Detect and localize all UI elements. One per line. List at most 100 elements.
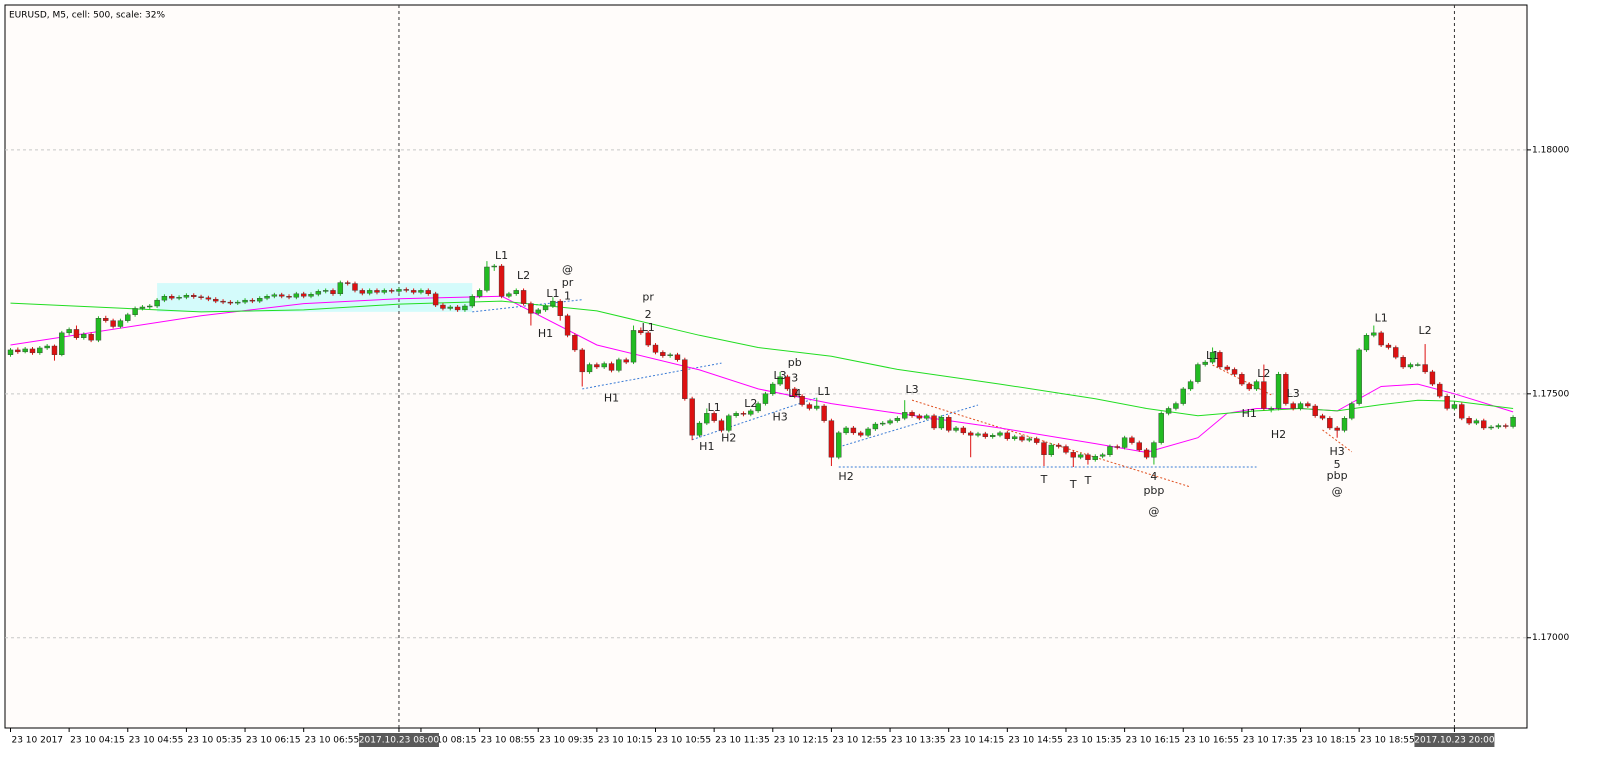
candle-body — [880, 422, 886, 425]
candle-body — [1239, 374, 1245, 385]
trend-line — [691, 397, 817, 441]
candle-body — [843, 427, 849, 434]
candle-body — [1209, 352, 1216, 363]
candle-body — [674, 354, 681, 360]
candle-body — [1451, 404, 1458, 409]
candle-body — [110, 320, 116, 327]
x-tick-label: 23 10 09:35 — [539, 736, 594, 746]
candle-body — [352, 283, 358, 291]
x-tick-highlight — [358, 733, 439, 747]
candle-body — [1004, 432, 1011, 439]
candle-body — [154, 299, 160, 307]
candle-body — [1136, 442, 1142, 451]
annotation: 1 — [564, 290, 571, 303]
candle-body — [37, 347, 43, 354]
candle-body — [1261, 381, 1267, 409]
candle-body — [198, 296, 204, 298]
candle-body — [440, 304, 446, 309]
candle-body — [799, 396, 805, 405]
candle-body — [1422, 364, 1428, 373]
x-tick-label: 23 10 11:35 — [715, 736, 770, 746]
candle-body — [1070, 452, 1076, 458]
x-tick-label: 23 10 14:55 — [1008, 736, 1063, 746]
candle-body — [1437, 383, 1443, 397]
annotation: pb — [788, 356, 802, 369]
x-tick-label: 23 10 17:35 — [1243, 736, 1298, 746]
annotation: L1 — [546, 287, 559, 300]
candle-body — [1385, 344, 1392, 348]
x-tick-label: 23 10 2017 — [11, 736, 63, 746]
candle-body — [191, 295, 197, 297]
candle-body — [147, 305, 153, 308]
candle-body — [227, 301, 234, 304]
annotation: H2 — [721, 432, 736, 445]
candle-body — [484, 266, 490, 291]
annotation: 4 — [1150, 470, 1157, 483]
candle-body — [1312, 405, 1318, 416]
candle-body — [887, 420, 893, 424]
candle-body — [1019, 436, 1025, 441]
candle-body — [403, 289, 409, 291]
candle-body — [806, 404, 813, 409]
candle-body — [315, 291, 322, 295]
candle-body — [872, 423, 879, 430]
annotation: L2 — [1419, 324, 1432, 337]
candle-body — [1503, 425, 1509, 427]
candle-body — [7, 349, 14, 355]
trend-line — [838, 404, 979, 448]
annotation: L4 — [788, 387, 801, 400]
candle-body — [462, 305, 468, 311]
candle-body — [1055, 444, 1062, 447]
range-box — [157, 283, 473, 312]
candle-body — [953, 427, 959, 431]
candle-body — [330, 290, 336, 295]
candle-body — [1400, 357, 1406, 368]
candle-body — [997, 432, 1003, 436]
annotation: pbp — [1327, 469, 1348, 482]
annotation: L2 — [744, 397, 757, 410]
candle-body — [1349, 403, 1355, 419]
candle-body — [1459, 404, 1465, 419]
annotation: 3 — [791, 372, 798, 385]
candle-body — [792, 388, 798, 397]
annotation: L1 — [1375, 312, 1388, 325]
x-tick-highlight — [1414, 733, 1495, 747]
annotation: L1 — [818, 385, 831, 398]
candle-body — [1151, 442, 1157, 458]
candle-body — [300, 293, 307, 297]
candle-body — [594, 364, 600, 368]
candle-body — [1488, 426, 1494, 429]
candle-body — [850, 427, 857, 434]
candle-body — [264, 296, 270, 299]
annotation: L1 — [642, 321, 655, 334]
candle-body — [1173, 403, 1179, 409]
annotation: pr — [562, 276, 574, 289]
candle-body — [337, 282, 344, 295]
candle-body — [271, 294, 278, 297]
candle-body — [125, 314, 131, 321]
candle-body — [1297, 403, 1304, 409]
annotation: H3 — [772, 411, 787, 424]
candle-body — [989, 435, 996, 437]
x-tick-label: 23 10 16:55 — [1184, 736, 1239, 746]
annotation: H3 — [1330, 445, 1345, 458]
candle-body — [704, 413, 710, 424]
candle-body — [564, 315, 571, 336]
candle-body — [967, 432, 974, 436]
candle-body — [498, 265, 505, 297]
candle-body — [22, 348, 28, 353]
candle-body — [1129, 437, 1135, 443]
x-tick-label: 23 10 06:55 — [305, 736, 360, 746]
candle-body — [1143, 449, 1150, 458]
candle-body — [1371, 332, 1377, 336]
candle-body — [1165, 408, 1172, 414]
candle-body — [1202, 361, 1208, 365]
candle-body — [1195, 364, 1201, 382]
candle-body — [682, 359, 688, 399]
candle-body — [1334, 427, 1340, 431]
candle-body — [652, 344, 659, 353]
candle-body — [865, 428, 871, 436]
candle-body — [1327, 418, 1333, 429]
annotation: L2 — [517, 269, 530, 282]
candle-body — [894, 418, 901, 421]
